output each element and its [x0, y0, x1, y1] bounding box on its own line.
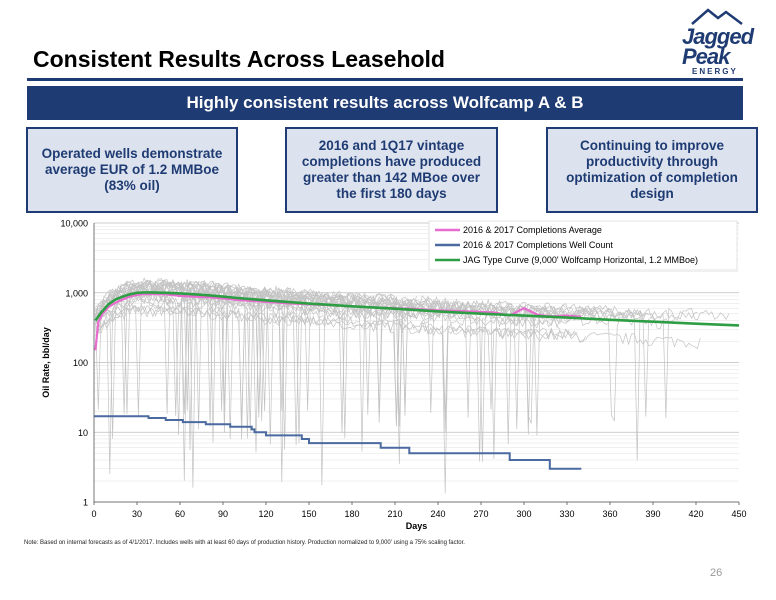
y-axis-title: Oil Rate, bbl/day [41, 327, 51, 398]
x-tick-label: 150 [301, 509, 316, 519]
x-tick-label: 30 [132, 509, 142, 519]
x-tick-label: 450 [731, 509, 746, 519]
chart-grid [94, 222, 739, 503]
chart-legend: 2016 & 2017 Completions Average 2016 & 20… [428, 220, 738, 271]
series-line-type-curve [94, 291, 740, 327]
legend-label: JAG Type Curve (9,000' Wolfcamp Horizont… [463, 255, 698, 265]
y-tick-label: 1,000 [65, 288, 88, 298]
x-tick-label: 120 [258, 509, 273, 519]
callout-text-productivity: Continuing to improve productivity throu… [566, 138, 738, 201]
x-tick-label: 270 [473, 509, 488, 519]
mountain-icon [691, 8, 743, 25]
x-tick-label: 180 [344, 509, 359, 519]
well-trace [95, 294, 412, 445]
y-tick-label: 10,000 [60, 219, 88, 229]
x-tick-label: 420 [688, 509, 703, 519]
slide-title: Consistent Results Across Leasehold [33, 46, 445, 72]
footnote: Note: Based on internal forecasts as of … [24, 540, 465, 546]
x-tick-label: 300 [516, 509, 531, 519]
well-trace [95, 303, 586, 345]
y-tick-label: 10 [78, 428, 88, 438]
x-tick-label: 90 [218, 509, 228, 519]
legend-label: 2016 & 2017 Completions Well Count [463, 240, 613, 250]
y-tick-label: 100 [73, 358, 88, 368]
x-tick-label: 360 [602, 509, 617, 519]
x-tick-label: 60 [175, 509, 185, 519]
callout-box-vintage: 2016 and 1Q17 vintage completions have p… [285, 127, 498, 213]
logo-line-3: ENERGY [692, 67, 738, 76]
chart-series [94, 291, 740, 470]
y-tick-label: 1 [83, 498, 88, 508]
oil-rate-chart: 1 10 100 1,000 10,000 0 30 60 90 120 150 180 210 240 2… [41, 219, 747, 532]
well-trace [95, 303, 578, 432]
callout-box-productivity: Continuing to improve productivity throu… [546, 127, 758, 213]
x-tick-label: 210 [387, 509, 402, 519]
title-rule [27, 78, 743, 81]
x-tick-label: 390 [645, 509, 660, 519]
logo-line-1: Jagged [682, 24, 754, 49]
company-logo: Jagged Peak ENERGY [672, 6, 762, 76]
x-tick-label: 240 [430, 509, 445, 519]
legend-box [428, 220, 738, 271]
chart-axes: 1 10 100 1,000 10,000 0 30 60 90 120 150 180 210 240 2… [41, 219, 747, 532]
callout-box-eur: Operated wells demonstrate average EUR o… [26, 127, 238, 213]
headline-banner: Highly consistent results across Wolfcam… [27, 86, 743, 120]
page-number: 26 [710, 567, 723, 579]
x-tick-label: 0 [91, 509, 96, 519]
callout-text-eur: Operated wells demonstrate average EUR o… [41, 146, 223, 193]
legend-label: 2016 & 2017 Completions Average [463, 225, 602, 235]
x-tick-label: 330 [559, 509, 574, 519]
x-axis-title: Days [406, 521, 428, 531]
series-line-well-count [94, 415, 582, 470]
logo-line-2: Peak [682, 44, 730, 69]
callout-text-vintage: 2016 and 1Q17 vintage completions have p… [301, 138, 482, 201]
